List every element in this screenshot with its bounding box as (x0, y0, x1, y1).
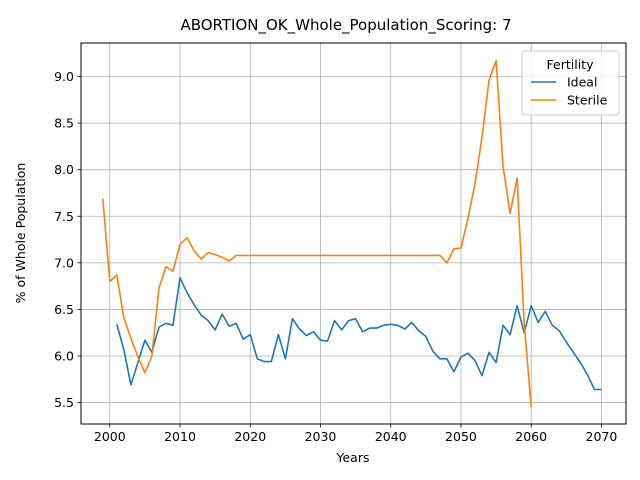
y-tick-label: 6.5 (54, 302, 74, 317)
y-tick-label: 6.0 (54, 348, 74, 363)
chart-title: ABORTION_OK_Whole_Population_Scoring: 7 (180, 16, 511, 35)
x-axis-title: Years (336, 450, 370, 465)
series-line-ideal (116, 276, 602, 391)
series-line-sterile (102, 59, 532, 408)
y-tick-label: 7.5 (54, 209, 74, 224)
x-tick-label: 2000 (94, 429, 126, 444)
x-tick-label: 2070 (586, 429, 618, 444)
x-tick-label: 2050 (445, 429, 477, 444)
legend-box (521, 50, 620, 116)
legend: Fertility Ideal Sterile (521, 50, 620, 116)
series-lines (102, 59, 602, 408)
axis-ticks: 2000 2010 2020 2030 2040 2050 2060 2070 5.5 6.0 6.… (54, 69, 617, 444)
y-axis-title: % of Whole Population (13, 163, 28, 304)
x-tick-label: 2030 (305, 429, 337, 444)
x-tick-label: 2060 (515, 429, 547, 444)
y-tick-label: 8.5 (54, 116, 74, 131)
y-tick-label: 5.5 (54, 395, 74, 410)
x-tick-label: 2040 (375, 429, 407, 444)
y-tick-label: 7.0 (54, 255, 74, 270)
x-tick-label: 2010 (164, 429, 196, 444)
y-tick-label: 9.0 (54, 69, 74, 84)
legend-label-sterile: Sterile (567, 93, 608, 108)
legend-label-ideal: Ideal (567, 75, 597, 90)
y-tick-label: 8.0 (54, 162, 74, 177)
legend-title: Fertility (547, 57, 595, 72)
plot-frame (80, 42, 627, 425)
x-tick-label: 2020 (234, 429, 266, 444)
